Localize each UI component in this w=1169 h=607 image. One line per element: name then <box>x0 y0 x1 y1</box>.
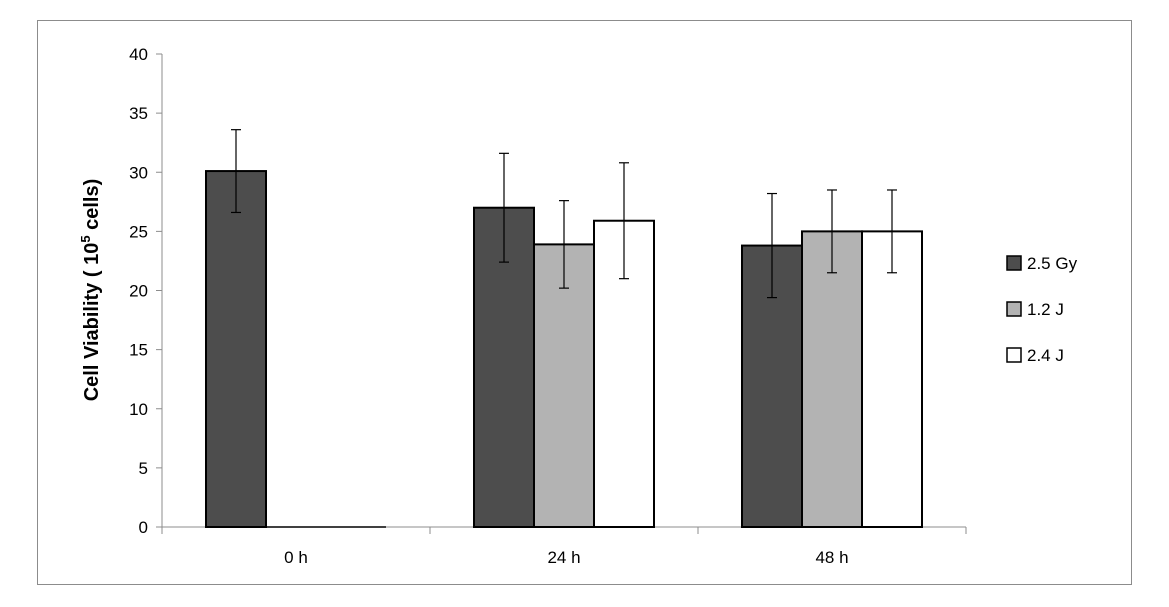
bars <box>205 170 923 528</box>
legend-label: 2.4 J <box>1027 346 1064 365</box>
y-tick-label: 15 <box>129 341 148 360</box>
y-axis-title: Cell Viability ( 105 cells) <box>78 179 103 402</box>
y-tick-label: 10 <box>129 400 148 419</box>
legend: 2.5 Gy 1.2 J 2.4 J <box>1006 254 1078 365</box>
x-tick-label: 48 h <box>815 548 848 567</box>
y-tick-label: 0 <box>139 518 148 537</box>
x-tick-label: 0 h <box>284 548 308 567</box>
y-tick-label: 5 <box>139 459 148 478</box>
y-axis-title-suffix: cells) <box>81 179 103 236</box>
y-tick-label: 35 <box>129 104 148 123</box>
y-tick-label: 20 <box>129 282 148 301</box>
legend-label: 1.2 J <box>1027 300 1064 319</box>
x-axis: 0 h 24 h 48 h <box>161 526 967 567</box>
y-axis-title-prefix: Cell Viability ( 10 <box>81 243 103 402</box>
legend-swatch <box>1006 347 1022 363</box>
x-tick-label: 24 h <box>547 548 580 567</box>
bar <box>205 170 267 528</box>
y-tick-label: 40 <box>129 45 148 64</box>
legend-label: 2.5 Gy <box>1027 254 1078 273</box>
y-tick-label: 25 <box>129 222 148 241</box>
y-tick-label: 30 <box>129 163 148 182</box>
error-bars <box>231 129 897 299</box>
legend-swatch <box>1006 301 1022 317</box>
y-axis: 0 5 10 15 20 25 30 35 40 <box>129 45 163 537</box>
y-axis-title-superscript: 5 <box>78 235 93 242</box>
legend-swatch <box>1006 255 1022 271</box>
bar <box>861 230 923 528</box>
bar <box>801 230 863 528</box>
